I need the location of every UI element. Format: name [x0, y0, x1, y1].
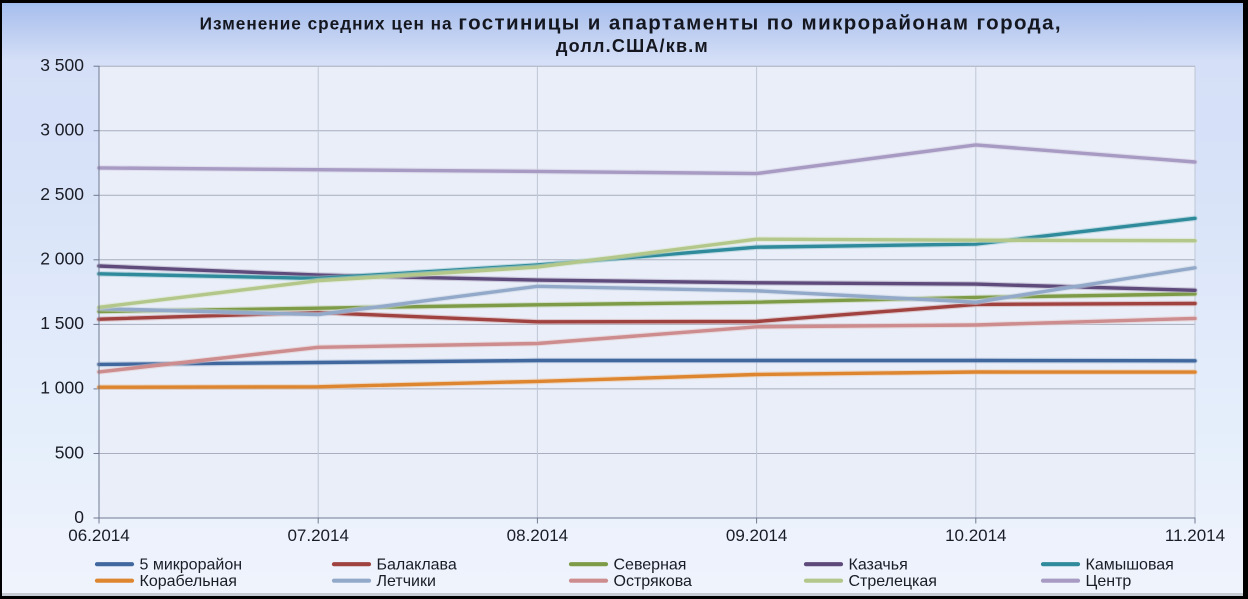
- svg-text:500: 500: [55, 442, 84, 462]
- svg-text:5 микрорайон: 5 микрорайон: [140, 557, 243, 574]
- svg-text:09.2014: 09.2014: [726, 526, 787, 545]
- svg-text:11.2014: 11.2014: [1165, 526, 1225, 545]
- svg-text:0: 0: [74, 507, 84, 527]
- svg-text:Северная: Северная: [614, 557, 687, 574]
- svg-text:Камышовая: Камышовая: [1086, 557, 1174, 574]
- svg-text:06.2014: 06.2014: [68, 526, 129, 545]
- svg-text:Летчики: Летчики: [377, 573, 436, 590]
- svg-text:Центр: Центр: [1086, 573, 1132, 590]
- svg-text:08.2014: 08.2014: [507, 526, 568, 545]
- svg-text:10.2014: 10.2014: [945, 526, 1006, 545]
- svg-text:1 000: 1 000: [40, 378, 84, 398]
- svg-text:2 000: 2 000: [40, 249, 84, 269]
- svg-text:Острякова: Острякова: [614, 573, 693, 590]
- svg-text:Изменение средних цен на гости: Изменение средних цен на гостиницы и апа…: [200, 11, 1062, 34]
- svg-text:долл.США/кв.м: долл.США/кв.м: [556, 36, 709, 56]
- svg-text:3 000: 3 000: [40, 120, 84, 140]
- svg-text:1 500: 1 500: [40, 313, 84, 333]
- svg-text:Балаклава: Балаклава: [377, 557, 457, 574]
- svg-text:Корабельная: Корабельная: [140, 573, 237, 590]
- svg-text:07.2014: 07.2014: [287, 526, 348, 545]
- svg-text:2 500: 2 500: [40, 184, 84, 204]
- svg-text:3 500: 3 500: [40, 55, 84, 75]
- svg-text:Казачья: Казачья: [849, 557, 908, 574]
- svg-text:Стрелецкая: Стрелецкая: [849, 573, 937, 590]
